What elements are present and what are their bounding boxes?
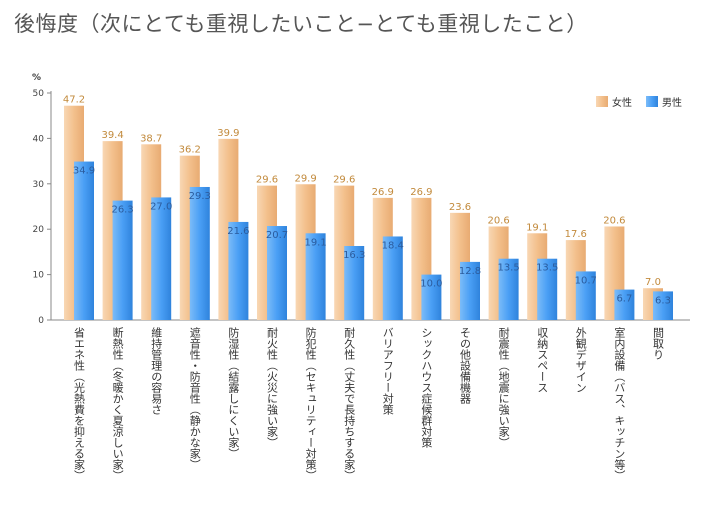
data-label-male: 34.9 bbox=[73, 166, 95, 177]
legend-label-male: 男性 bbox=[662, 96, 682, 109]
data-label-male: 27.0 bbox=[150, 201, 172, 212]
bar-male bbox=[267, 226, 287, 320]
bar-male bbox=[614, 289, 635, 320]
data-label-female: 39.4 bbox=[101, 130, 123, 141]
data-label-female: 23.6 bbox=[449, 202, 471, 213]
bar-male bbox=[112, 200, 133, 320]
bar-male bbox=[421, 274, 442, 320]
data-label-male: 10.7 bbox=[575, 275, 597, 286]
legend-swatch-female bbox=[596, 96, 608, 107]
data-label-male: 13.5 bbox=[497, 263, 519, 274]
data-label-female: 20.6 bbox=[603, 215, 625, 226]
category-label: 防湿性（結露しにくい家） bbox=[227, 326, 240, 459]
y-tick-label: 20 bbox=[33, 225, 45, 235]
data-label-female: 29.6 bbox=[256, 175, 278, 186]
data-label-female: 39.9 bbox=[217, 128, 239, 139]
data-label-male: 18.4 bbox=[382, 240, 404, 251]
category-label: 耐久性（丈夫で長持ちする家） bbox=[343, 327, 356, 481]
data-label-male: 12.8 bbox=[459, 266, 481, 277]
data-label-male: 26.3 bbox=[111, 205, 133, 216]
bar-male bbox=[382, 236, 403, 320]
data-label-male: 6.7 bbox=[616, 294, 632, 305]
data-label-female: 19.1 bbox=[526, 222, 548, 233]
legend-label-female: 女性 bbox=[612, 96, 632, 109]
category-label: 省エネ性（光熱費を抑える家） bbox=[73, 327, 86, 481]
bar-male bbox=[460, 261, 480, 320]
bar-male bbox=[653, 291, 673, 320]
category-label: 耐震性（地震に強い家） bbox=[497, 327, 510, 448]
data-label-female: 36.2 bbox=[179, 145, 201, 156]
y-tick-label: 50 bbox=[33, 89, 45, 99]
bar-male bbox=[74, 161, 94, 320]
category-label: 防犯性（セキュリティー対策） bbox=[304, 326, 317, 481]
y-axis-unit: % bbox=[32, 73, 41, 83]
category-label: 室内設備（バス、キッチン等） bbox=[613, 326, 626, 481]
bar-male bbox=[537, 258, 558, 320]
category-label: シックハウス症候群対策 bbox=[420, 327, 433, 448]
category-label: 断熱性（冬暖かく夏涼しい家） bbox=[111, 326, 124, 481]
data-label-male: 10.0 bbox=[420, 279, 442, 290]
legend-swatch-male bbox=[646, 96, 658, 107]
bar-male bbox=[228, 221, 249, 320]
data-label-female: 29.9 bbox=[294, 173, 316, 184]
data-label-female: 17.6 bbox=[565, 229, 587, 240]
bar-male bbox=[344, 245, 365, 320]
category-label: 間取り bbox=[652, 327, 665, 360]
bar-male bbox=[305, 233, 326, 320]
category-label: 耐火性（火災に強い家） bbox=[266, 327, 279, 448]
data-label-female: 7.0 bbox=[645, 277, 661, 288]
category-label: バリアフリー対策 bbox=[381, 327, 394, 415]
category-label: 収納スペース bbox=[536, 327, 549, 393]
data-label-male: 13.5 bbox=[536, 263, 558, 274]
y-tick-label: 30 bbox=[33, 180, 45, 190]
page-title: 後悔度（次にとても重視したいこと−とても重視したこと） bbox=[14, 12, 588, 36]
data-label-female: 38.7 bbox=[140, 133, 162, 144]
category-label: 遮音性・防音性（静かな家） bbox=[188, 326, 201, 470]
y-tick-label: 10 bbox=[33, 271, 45, 281]
bar-male bbox=[189, 186, 210, 320]
category-label: 外観デザイン bbox=[574, 327, 587, 393]
data-label-male: 21.6 bbox=[227, 226, 249, 237]
data-label-male: 20.7 bbox=[266, 230, 288, 241]
data-label-female: 47.2 bbox=[63, 95, 85, 106]
data-label-male: 29.3 bbox=[189, 191, 211, 202]
data-label-female: 29.6 bbox=[333, 175, 355, 186]
y-tick-label: 40 bbox=[33, 134, 45, 144]
bar-male bbox=[151, 197, 172, 320]
category-label: その他設備機器 bbox=[459, 327, 472, 405]
y-tick-label: 0 bbox=[38, 316, 44, 326]
data-label-female: 26.9 bbox=[410, 187, 432, 198]
bar-male bbox=[498, 258, 519, 320]
bar-male bbox=[575, 271, 596, 320]
data-label-male: 19.1 bbox=[304, 237, 326, 248]
category-label: 維持管理の容易さ bbox=[150, 327, 163, 415]
data-label-male: 16.3 bbox=[343, 250, 365, 261]
data-label-male: 6.3 bbox=[655, 295, 671, 306]
data-label-female: 20.6 bbox=[487, 215, 509, 226]
data-label-female: 26.9 bbox=[372, 187, 394, 198]
